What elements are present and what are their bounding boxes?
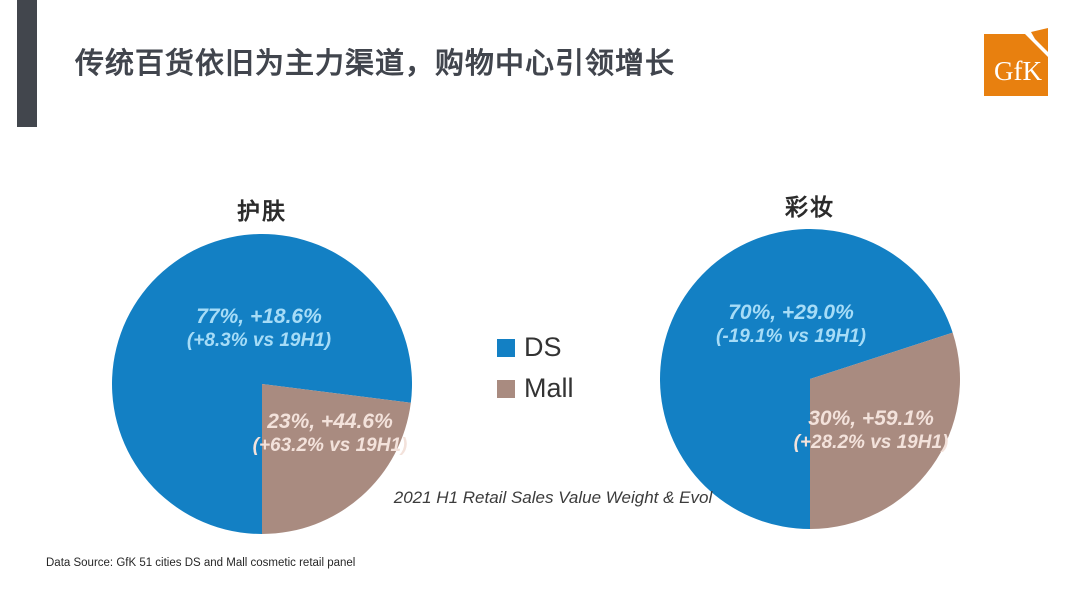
pie-chart-makeup: 70%, +29.0% (-19.1% vs 19H1) 30%, +59.1%…	[660, 229, 960, 529]
chart-caption: 2021 H1 Retail Sales Value Weight & Evol	[393, 488, 713, 507]
skincare-ds-weight-growth: 77%, +18.6%	[196, 305, 322, 328]
skincare-mall-slice-label: 23%, +44.6% (+63.2% vs 19H1)	[253, 410, 408, 458]
skincare-mall-vs-19h1: (+63.2% vs 19H1)	[252, 435, 408, 456]
makeup-ds-slice-label: 70%, +29.0% (-19.1% vs 19H1)	[716, 301, 866, 349]
legend: DS Mall	[497, 334, 574, 416]
page-title: 传统百货依旧为主力渠道，购物中心引领增长	[75, 48, 676, 80]
makeup-ds-weight-growth: 70%, +29.0%	[728, 301, 854, 324]
makeup-mall-slice-label: 30%, +59.1% (+28.2% vs 19H1)	[794, 407, 949, 455]
legend-item-ds: DS	[497, 334, 574, 361]
ds-legend-swatch	[497, 338, 515, 357]
pie-slice-mall	[262, 384, 411, 534]
title-accent-bar	[17, 0, 37, 127]
pie-title-makeup: 彩妆	[785, 194, 835, 220]
pie-slice-ds	[112, 234, 412, 534]
legend-item-mall: Mall	[497, 375, 574, 402]
data-source: Data Source: GfK 51 cities DS and Mall c…	[46, 557, 356, 569]
skincare-ds-vs-19h1: (+8.3% vs 19H1)	[186, 330, 332, 351]
skincare-ds-slice-label: 77%, +18.6% (+8.3% vs 19H1)	[187, 305, 331, 353]
pie-slice-mall	[810, 332, 960, 529]
makeup-ds-vs-19h1: (-19.1% vs 19H1)	[716, 326, 866, 347]
ds-legend-label: DS	[524, 332, 562, 362]
pie-slice-ds	[660, 229, 953, 529]
mall-legend-swatch	[497, 379, 515, 398]
skincare-mall-weight-growth: 23%, +44.6%	[267, 410, 393, 433]
makeup-mall-vs-19h1: (+28.2% vs 19H1)	[793, 432, 949, 453]
pie-title-skincare: 护肤	[237, 198, 287, 224]
gfk-logo: GfK	[984, 28, 1048, 96]
gfk-logo-graphic: GfK	[984, 28, 1048, 96]
svg-text:GfK: GfK	[994, 56, 1042, 86]
skincare-pie-svg	[112, 234, 412, 534]
makeup-pie-svg	[660, 229, 960, 529]
mall-legend-label: Mall	[524, 373, 574, 403]
pie-chart-skincare: 77%, +18.6% (+8.3% vs 19H1) 23%, +44.6% …	[112, 234, 412, 534]
makeup-mall-weight-growth: 30%, +59.1%	[808, 407, 934, 430]
